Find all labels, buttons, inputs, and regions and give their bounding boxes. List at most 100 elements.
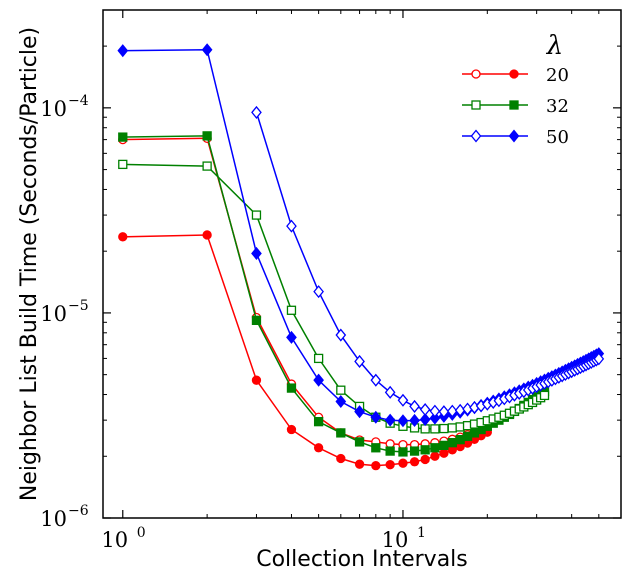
x-axis-label: Collection Intervals [256,547,468,572]
series-50-open-point [446,404,458,418]
series-50-filled-point [384,413,396,427]
series-32-filled-point [336,428,346,438]
series-32-open-point [313,353,324,364]
series-32-filled-point [439,440,449,451]
series-50-filled-point [370,410,382,424]
y-tick-label: 10 [40,302,67,326]
series-32-open-point [336,385,346,395]
series-32-filled-point [313,417,324,427]
series-50-filled-point [286,330,297,344]
series-50-open-point [335,328,347,342]
series-50-filled-point [335,394,347,409]
series-50-filled-point [397,414,409,428]
series-32-open [118,159,550,434]
series-20-filled-point [313,443,324,453]
series-32-open-point [286,305,297,315]
series-32-filled-point [398,447,408,457]
series-20-filled-point [336,453,346,464]
series-50-open-point [354,354,365,368]
y-axis-label: Neighbor List Build Time (Seconds/Partic… [17,27,42,501]
series-20-filled-point [202,230,212,240]
series-50-open-point [593,352,605,366]
series-50-filled-point [409,413,420,427]
legend-title: λ [546,31,563,61]
series-32-filled-point [251,315,262,325]
legend: λ 20 32 50 [462,31,569,148]
series-50-open-point [409,399,420,413]
series-50-filled-point [117,44,129,58]
plot-frame [102,9,622,519]
legend-label: 50 [546,127,569,148]
series-32-open-point [539,390,550,401]
series-32-filled-point [202,131,212,141]
series-32-filled-point [385,446,395,456]
series-50-open-point [397,393,409,407]
series-20-open [118,133,492,450]
series-50-open-line [255,112,600,413]
series-32-open-point [251,210,262,220]
series-50-open-point [384,385,396,399]
x-tick-exponent: 0 [137,525,146,541]
series-20-filled-point [398,458,408,468]
legend-open-marker [470,129,482,143]
series-20-filled-point [118,232,128,242]
series-50-filled-point [201,43,213,57]
series-20-filled-point [286,424,297,435]
series-32-open-point [118,159,128,170]
series-32-filled-point [371,443,381,453]
series-50-open-point [419,403,431,417]
series-32-filled-point [286,383,297,393]
series-50-open-point [286,219,297,233]
series-20-filled-point [354,459,365,469]
x-tick-label: 10 [101,528,128,552]
series-50-filled-point [313,373,324,387]
series-20-open-line [122,137,488,446]
axis-ticks: 10 0 10 110 −610 −510 −4 [40,10,621,552]
series-32-filled-point [430,443,440,453]
series-50-filled-point [429,411,441,425]
series-50-open-point [370,373,382,387]
series-32-filled-point [420,445,430,455]
y-tick-exponent: −5 [68,298,89,314]
series-32-open-point [202,161,212,171]
x-tick-label: 10 [382,528,409,552]
series-20-filled-point [409,457,420,467]
series-20-filled-point [371,460,381,471]
series-50-open-point [438,405,450,419]
series-50-filled-point [251,246,262,260]
series-32-filled-point [118,132,128,142]
y-tick-label: 10 [40,97,67,121]
legend-open-marker [471,100,481,110]
y-tick-exponent: −6 [68,503,89,519]
series-32-open-point [430,424,440,434]
series-32-open-point [447,423,457,433]
series-32-open-line [122,163,545,430]
series-20-filled-point [251,375,262,385]
series-20-filled [118,230,492,471]
legend-entry-50: 50 [462,127,569,148]
series-50-filled-point [419,413,431,427]
legend-entry-32: 32 [462,96,569,117]
y-tick-exponent: −4 [68,93,89,109]
legend-label: 32 [546,96,569,117]
series-50-filled-point [354,405,365,419]
y-tick-label: 10 [40,507,67,531]
series-32-open-point [439,423,449,434]
series-50-open-point [313,285,324,299]
series-20-filled-point [420,454,430,465]
x-tick-exponent: 1 [417,525,426,541]
series-20-filled-point [430,451,440,461]
legend-filled-marker [509,100,519,110]
legend-entry-20: 20 [462,65,569,86]
series-20-filled-point [385,460,395,470]
series-32-filled-point [447,438,457,448]
legend-filled-marker [508,129,520,143]
legend-open-marker [471,69,481,79]
series-32-filled-point [354,437,365,447]
series-32-filled-point [409,446,420,456]
series-50-open [251,105,605,419]
legend-filled-marker [509,69,519,79]
legend-label: 20 [546,65,569,86]
series-layer [117,43,605,471]
